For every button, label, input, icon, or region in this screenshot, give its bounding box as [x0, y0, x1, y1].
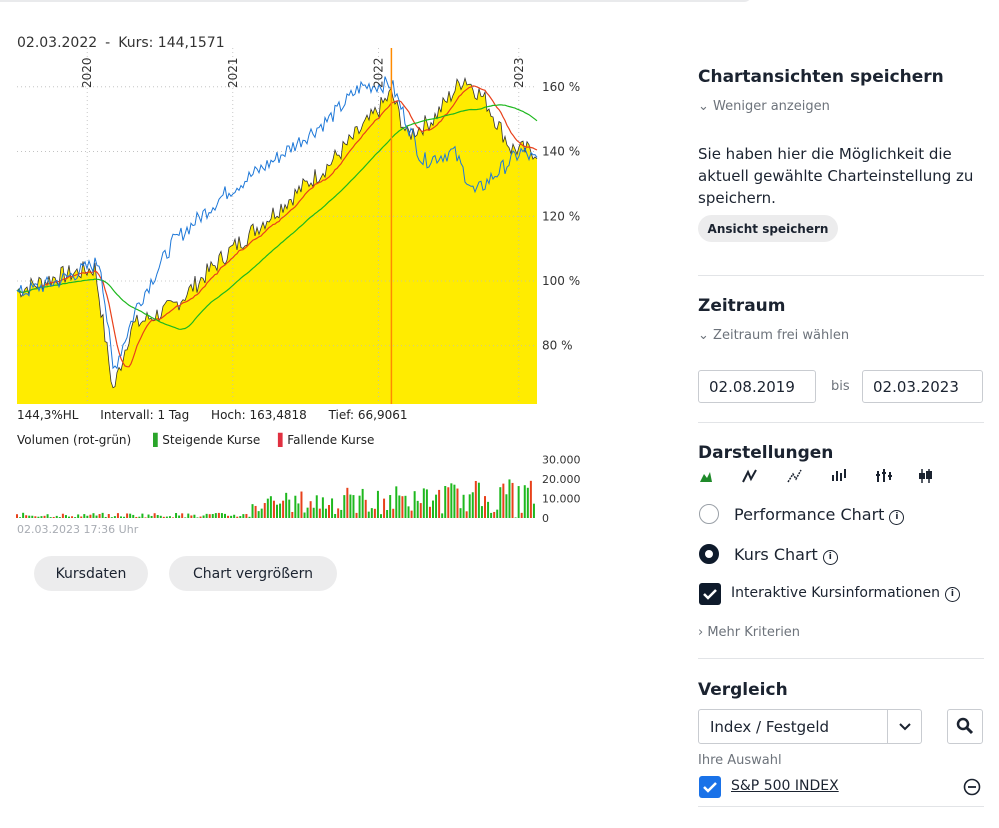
vergleich-title: Vergleich — [698, 680, 788, 700]
line-chart-icon[interactable] — [742, 469, 757, 483]
volume-legend: Volumen (rot-grün) ▌Steigende Kurse ▌Fal… — [17, 433, 374, 447]
save-view-button[interactable]: Ansicht speichern — [698, 215, 838, 242]
check-icon — [703, 782, 717, 793]
stat-high: Hoch: 163,4818 — [211, 408, 307, 422]
stat-hl: 144,3%HL — [17, 408, 79, 422]
volume-tick-label: 10.000 — [542, 493, 581, 506]
vergleich-select-value: Index / Festgeld — [710, 718, 830, 736]
chevron-right-icon: › — [698, 625, 704, 640]
comparison-line — [16, 76, 538, 370]
chevron-down-icon: ⌄ — [698, 99, 709, 114]
price-chart[interactable]: 160 % 140 % 120 % 100 % 80 % 2020 2021 2022 2023 — [0, 48, 600, 408]
divider — [698, 275, 984, 276]
check-icon — [703, 589, 717, 600]
vergleich-search-button[interactable] — [947, 709, 983, 744]
mehr-kriterien-label: Mehr Kriterien — [707, 625, 801, 640]
hlc-chart-icon[interactable] — [876, 469, 892, 482]
chart-type-icons — [700, 469, 932, 483]
mehr-kriterien-toggle[interactable]: › Mehr Kriterien — [698, 625, 984, 640]
rising-label: Steigende Kurse — [162, 433, 261, 447]
performance-chart-label: Performance Chart — [734, 505, 885, 524]
interactive-info-label: Interaktive Kursinformationen — [731, 585, 940, 601]
performance-chart-option[interactable]: Performance Chart i — [734, 505, 999, 525]
divider — [698, 658, 984, 659]
kurs-chart-option[interactable]: Kurs Chart i — [734, 545, 999, 565]
chart-timestamp: 02.03.2023 17:36 Uhr — [17, 523, 139, 536]
chart-enlarge-button[interactable]: Chart vergrößern — [169, 556, 337, 591]
save-views-title: Chartansichten speichern — [698, 67, 944, 87]
x-tick-label: 2020 — [80, 57, 94, 88]
stat-low: Tief: 66,9061 — [328, 408, 408, 422]
volume-tick-label: 0 — [542, 512, 549, 525]
y-tick-label: 100 % — [542, 274, 580, 288]
date-from-input[interactable]: 02.08.2019 — [698, 370, 816, 403]
chart-header: 02.03.2022- Kurs: 144,1571 — [17, 35, 225, 51]
kursdaten-button[interactable]: Kursdaten — [34, 556, 148, 591]
y-tick-label: 160 % — [542, 80, 580, 94]
x-tick-label: 2022 — [371, 57, 385, 88]
info-icon[interactable]: i — [889, 510, 905, 525]
candlestick-chart-icon[interactable] — [919, 469, 932, 483]
volume-tick-label: 20.000 — [542, 473, 581, 486]
y-tick-label: 80 % — [542, 339, 573, 353]
dot-line-chart-icon[interactable] — [787, 469, 802, 483]
volume-title: Volumen (rot-grün) — [17, 433, 132, 447]
info-icon[interactable]: i — [944, 587, 960, 602]
date-bis-label: bis — [831, 379, 850, 394]
save-toggle[interactable]: ⌄ Weniger anzeigen — [698, 99, 984, 114]
rising-marker: ▌ — [153, 433, 163, 447]
falling-label: Fallende Kurse — [287, 433, 375, 447]
x-tick-label: 2021 — [226, 57, 240, 88]
area-chart-icon[interactable] — [700, 472, 712, 482]
volume-tick-label: 30.000 — [542, 454, 581, 467]
chevron-down-icon: ⌄ — [698, 328, 709, 343]
chevron-down-icon — [899, 723, 911, 731]
y-tick-label: 120 % — [542, 209, 580, 223]
chart-stats: 144,3%HL Intervall: 1 Tag Hoch: 163,4818… — [17, 408, 426, 422]
save-toggle-label: Weniger anzeigen — [713, 99, 830, 114]
kurs-chart-label: Kurs Chart — [734, 545, 818, 564]
ma-long-line — [16, 104, 538, 330]
zeitraum-toggle[interactable]: ⌄ Zeitraum frei wählen — [698, 328, 984, 343]
zeitraum-title: Zeitraum — [698, 296, 786, 316]
chart-kurs: Kurs: 144,1571 — [118, 35, 225, 51]
remove-icon[interactable] — [963, 778, 981, 796]
price-area — [17, 78, 537, 405]
kurs-chart-radio[interactable] — [699, 544, 719, 564]
top-search-bar[interactable] — [0, 0, 752, 2]
search-icon — [956, 717, 974, 735]
sp500-link[interactable]: S&P 500 INDEX — [731, 778, 839, 794]
info-icon[interactable]: i — [822, 550, 838, 565]
darstellungen-title: Darstellungen — [698, 443, 834, 463]
stat-interval: Intervall: 1 Tag — [100, 408, 190, 422]
chart-date: 02.03.2022 — [17, 35, 98, 51]
y-tick-label: 140 % — [542, 145, 580, 159]
volume-chart: 30.000 20.000 10.000 0 — [16, 454, 581, 525]
divider — [698, 422, 984, 423]
header-separator: - — [105, 35, 111, 51]
falling-marker: ▌ — [278, 433, 288, 447]
date-to-input[interactable]: 02.03.2023 — [862, 370, 983, 403]
select-separator — [887, 710, 888, 743]
vergleich-select[interactable]: Index / Festgeld — [698, 709, 922, 744]
divider — [698, 806, 984, 807]
zeitraum-toggle-label: Zeitraum frei wählen — [713, 328, 850, 343]
price-line — [16, 76, 538, 389]
x-tick-label: 2023 — [512, 57, 526, 88]
save-description: Sie haben hier die Möglichkeit die aktue… — [698, 145, 974, 207]
performance-chart-radio[interactable] — [699, 504, 719, 524]
interactive-info-checkbox[interactable] — [699, 583, 721, 605]
ohlc-chart-icon[interactable] — [832, 469, 846, 481]
ihre-auswahl-label: Ihre Auswahl — [698, 753, 782, 768]
ma-short-line — [16, 85, 538, 368]
sp500-checkbox[interactable] — [699, 776, 721, 798]
interactive-info-option[interactable]: Interaktive Kursinformationen i — [731, 585, 999, 602]
